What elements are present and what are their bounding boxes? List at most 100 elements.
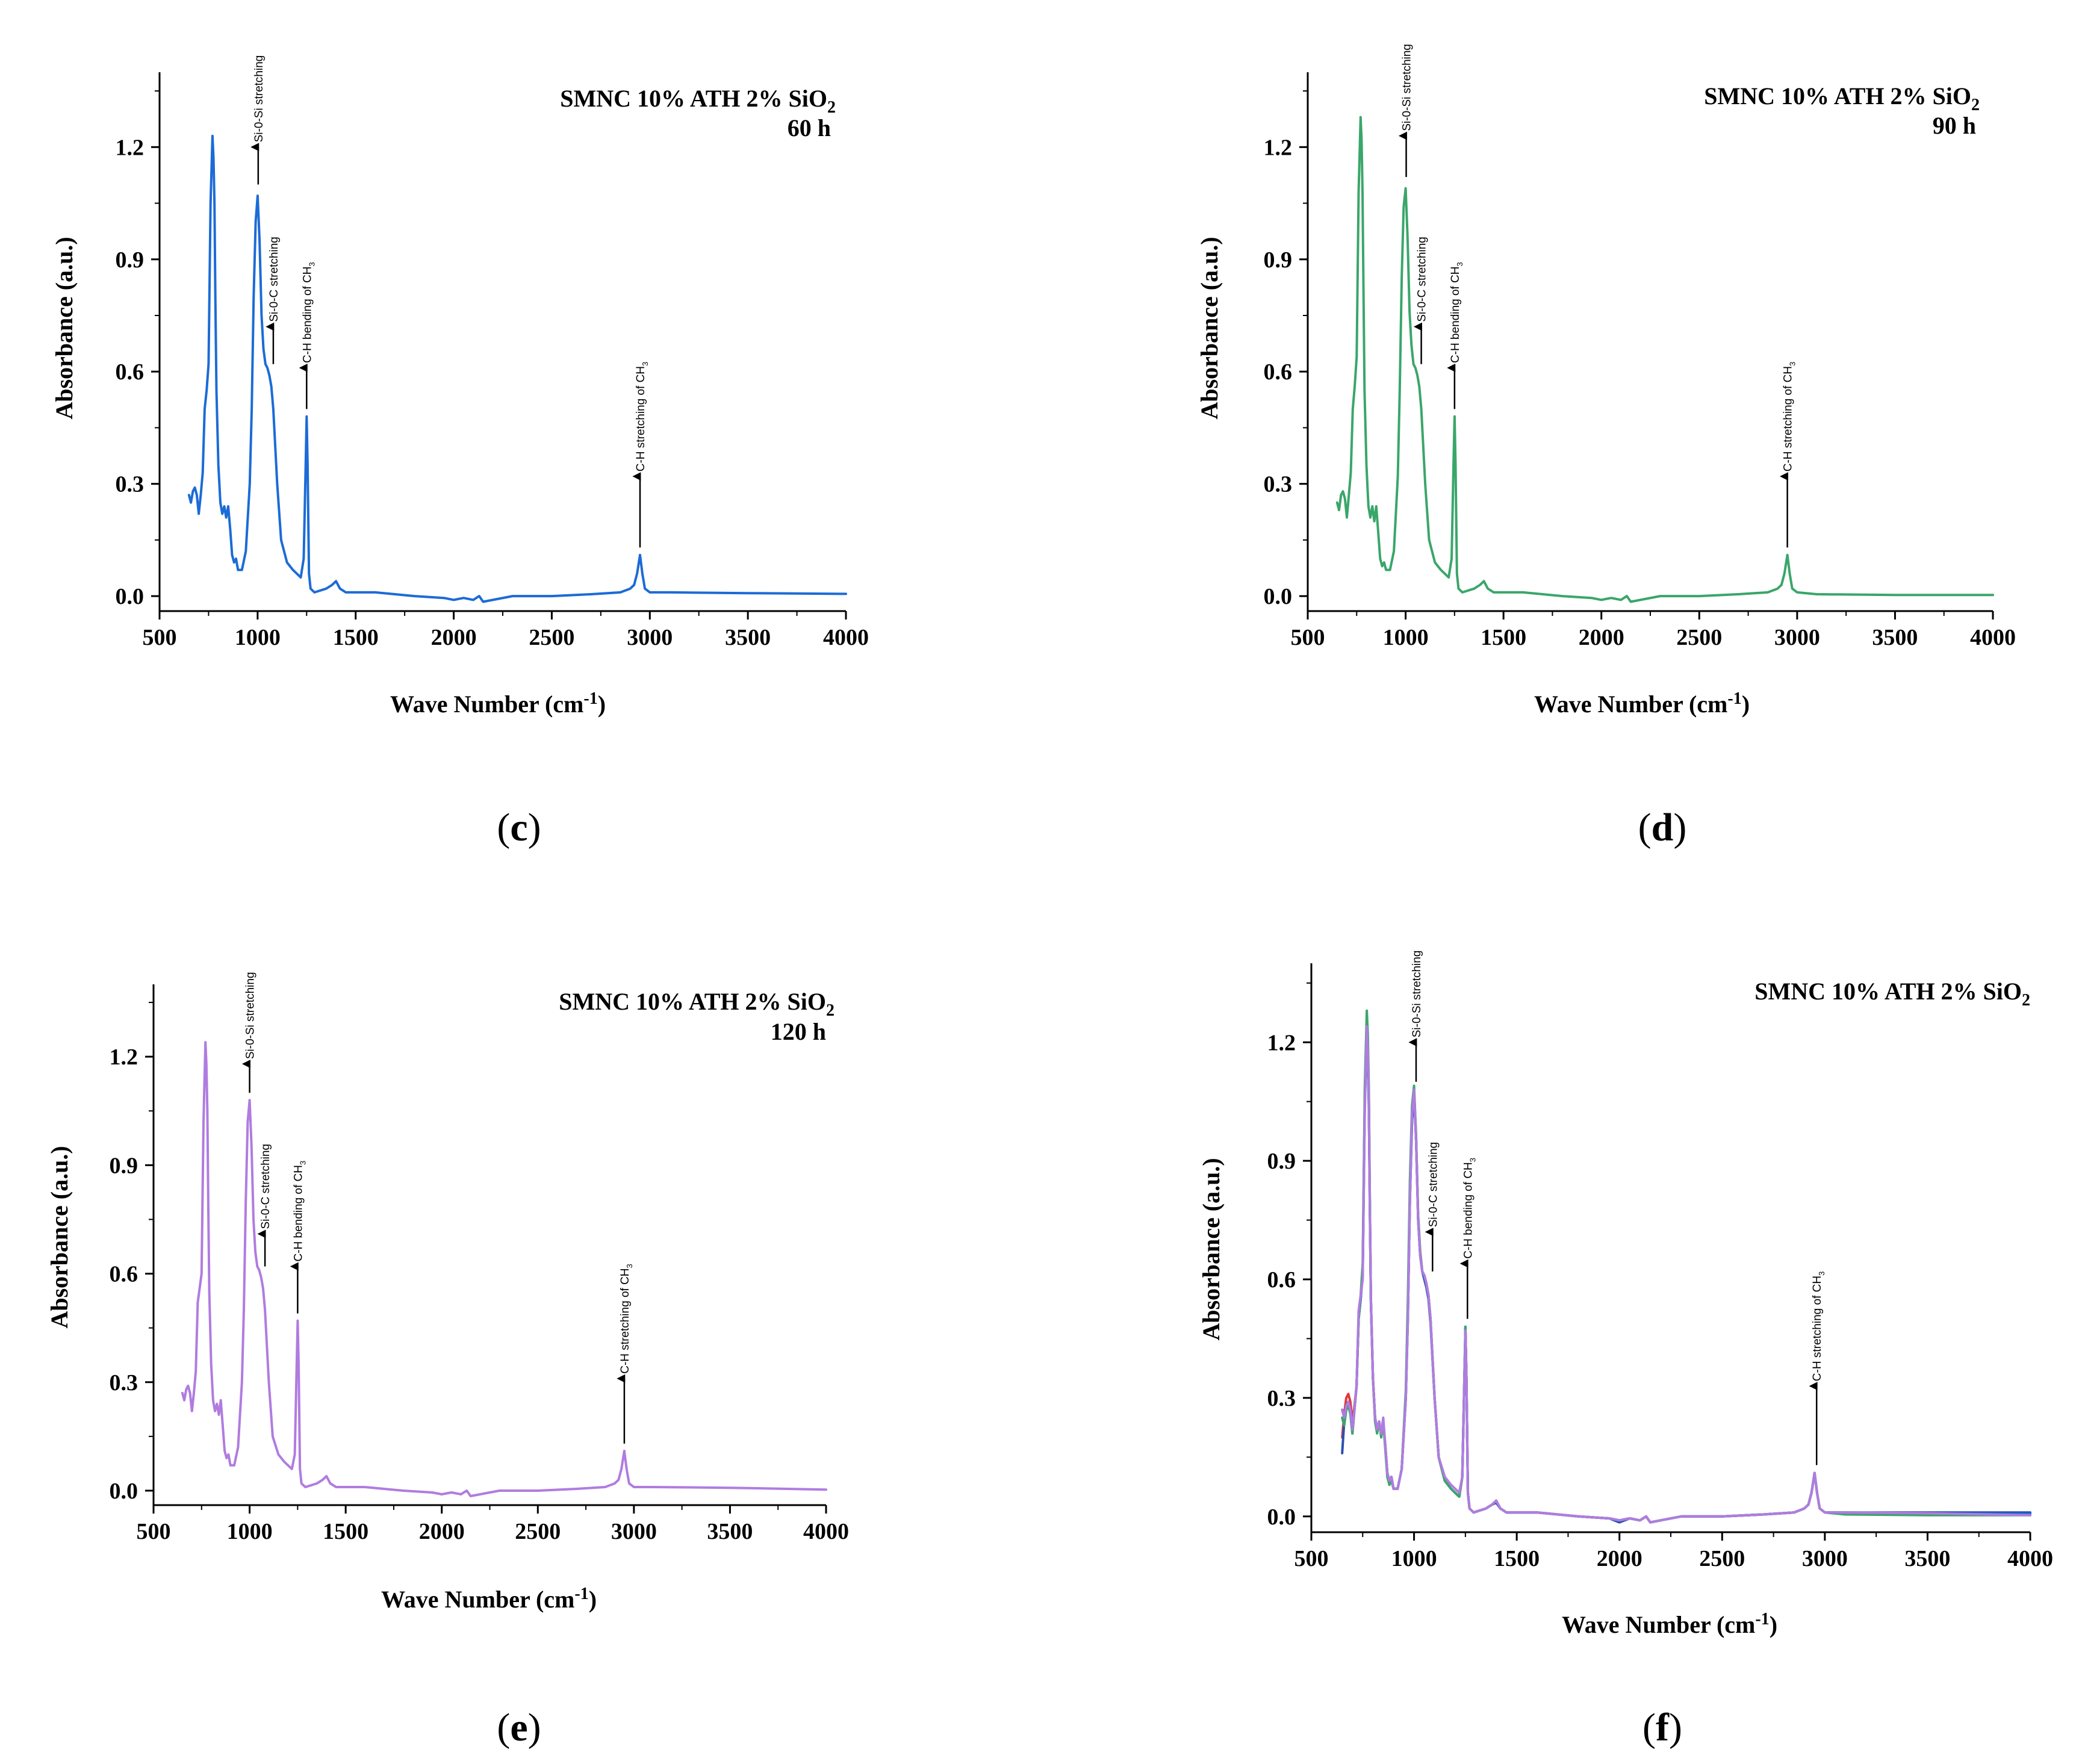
x-tick-label: 500	[1291, 625, 1325, 650]
x-tick-label: 3500	[725, 625, 771, 650]
annotation-label: C-H bending of CH3	[301, 262, 316, 363]
x-tick-label: 4000	[823, 625, 869, 650]
series-line-60-h	[1341, 1029, 2031, 1524]
legend-title: SMNC 10% ATH 2% SiO2	[1754, 978, 2030, 1010]
annotation-label: C-H stretching of CH3	[635, 362, 650, 472]
axes-layer: 500 1000 1500 2000 2500 3000 3500 4000 0.0 0.3 0.6…	[1264, 72, 2016, 650]
series-line-120-h	[1341, 1025, 2031, 1524]
annotation-label: C-H stretching of CH3	[619, 1264, 634, 1374]
series-line-30-h	[1341, 1037, 2031, 1524]
series-layer	[187, 134, 847, 603]
axes-layer: 500 1000 1500 2000 2500 3000 3500 4000 0.0 0.3 0.6…	[110, 984, 849, 1544]
series-line-90-h	[1341, 1009, 2031, 1524]
y-tick-label: 0.3	[116, 472, 145, 497]
y-tick-label: 0.3	[1264, 472, 1293, 497]
time-label: 90 h	[1933, 112, 1976, 139]
y-tick-label: 0.9	[116, 247, 145, 273]
x-tick-label: 4000	[2007, 1546, 2053, 1571]
x-tick-label: 2000	[419, 1519, 465, 1544]
annotation-layer: Si-0-Si stretching Si-0-C stretching C-H b…	[1398, 44, 1797, 548]
y-tick-label: 0.9	[110, 1153, 138, 1178]
annotation-label: C-H bending of CH3	[1462, 1158, 1477, 1259]
annotation-label: C-H bending of CH3	[1449, 262, 1464, 363]
x-tick-label: 1500	[323, 1519, 368, 1544]
x-tick-label: 1500	[333, 625, 379, 650]
series-line-120-h	[181, 1041, 827, 1497]
x-axis-title: Wave Number (cm-1)	[390, 689, 606, 718]
series-layer	[1335, 116, 1994, 603]
panel-f: 500 1000 1500 2000 2500 3000 3500 4000 0.0 0.3 0.6…	[1198, 951, 2053, 1638]
annotation-label: C-H stretching of CH3	[1811, 1272, 1826, 1382]
legend-title: SMNC 10% ATH 2% SiO2	[559, 988, 834, 1020]
annotation-label: Si-0-Si stretching	[244, 972, 257, 1059]
legend-title: SMNC 10% ATH 2% SiO2	[560, 85, 836, 117]
annotation-layer: Si-0-Si stretching Si-0-C stretching C-H b…	[1408, 951, 1826, 1465]
x-tick-label: 1500	[1494, 1546, 1540, 1571]
x-axis-title: Wave Number (cm-1)	[381, 1585, 597, 1613]
y-tick-label: 0.0	[1264, 584, 1293, 609]
axes-layer: 500 1000 1500 2000 2500 3000 3500 4000 0.0 0.3 0.6…	[116, 72, 869, 650]
y-axis-title: Absorbance (a.u.)	[1196, 237, 1223, 419]
annotation-label: Si-0-C stretching	[260, 1144, 272, 1229]
series-line-90-h	[1335, 116, 1994, 603]
y-tick-label: 0.6	[116, 359, 145, 385]
x-tick-label: 2500	[1699, 1546, 1745, 1571]
x-tick-label: 2500	[529, 625, 574, 650]
x-tick-label: 3000	[1802, 1546, 1848, 1571]
x-tick-label: 1000	[227, 1519, 273, 1544]
annotation-label: C-H stretching of CH3	[1782, 362, 1797, 472]
x-axis-title: Wave Number (cm-1)	[1534, 689, 1750, 718]
annotation-label: Si-0-Si stretching	[253, 55, 266, 143]
annotation-label: Si-0-C stretching	[1427, 1142, 1440, 1228]
x-tick-label: 1000	[235, 625, 281, 650]
panel-c: 500 1000 1500 2000 2500 3000 3500 4000 0.0 0.3 0.6…	[51, 55, 869, 718]
x-tick-label: 2500	[515, 1519, 561, 1544]
y-axis-title: Absorbance (a.u.)	[51, 237, 78, 419]
panel-label-e: (e)	[497, 1706, 541, 1750]
time-label: 60 h	[788, 114, 831, 141]
y-tick-label: 0.6	[1264, 359, 1293, 385]
y-tick-label: 0.3	[1267, 1386, 1296, 1411]
x-tick-label: 500	[1294, 1546, 1329, 1571]
x-axis-title: Wave Number (cm-1)	[1562, 1610, 1777, 1638]
x-tick-label: 4000	[1970, 625, 2016, 650]
panel-label-c: (c)	[497, 806, 541, 849]
y-tick-label: 0.0	[1267, 1505, 1296, 1530]
series-line-0-h	[1341, 1021, 2031, 1524]
x-tick-label: 500	[143, 625, 177, 650]
y-axis-title: Absorbance (a.u.)	[1198, 1158, 1225, 1340]
x-tick-label: 2000	[1579, 625, 1624, 650]
annotation-label: Si-0-Si stretching	[1411, 951, 1423, 1038]
x-tick-label: 1000	[1391, 1546, 1437, 1571]
axes-layer: 500 1000 1500 2000 2500 3000 3500 4000 0.0 0.3 0.6…	[1267, 963, 2053, 1571]
x-tick-label: 2000	[1597, 1546, 1642, 1571]
y-tick-label: 0.6	[110, 1262, 138, 1287]
y-tick-label: 1.2	[110, 1045, 138, 1070]
y-tick-label: 0.9	[1267, 1149, 1296, 1174]
panel-label-d: (d)	[1638, 806, 1687, 849]
y-tick-label: 0.3	[110, 1370, 138, 1396]
legend-title: SMNC 10% ATH 2% SiO2	[1704, 82, 1980, 114]
x-tick-label: 1500	[1481, 625, 1526, 650]
x-tick-label: 3500	[1872, 625, 1918, 650]
annotation-label: Si-0-C stretching	[268, 237, 281, 322]
annotation-label: Si-0-Si stretching	[1401, 44, 1414, 131]
y-tick-label: 0.9	[1264, 247, 1293, 273]
y-tick-label: 0.0	[110, 1479, 138, 1504]
annotation-label: C-H bending of CH3	[292, 1161, 307, 1262]
x-tick-label: 3000	[1774, 625, 1820, 650]
x-tick-label: 1000	[1383, 625, 1429, 650]
annotation-layer: Si-0-Si stretching Si-0-C stretching C-H b…	[250, 55, 650, 548]
series-layer	[181, 1041, 827, 1497]
x-tick-label: 3000	[627, 625, 673, 650]
y-tick-label: 1.2	[1267, 1030, 1296, 1055]
panel-d: 500 1000 1500 2000 2500 3000 3500 4000 0.0 0.3 0.6…	[1196, 44, 2016, 718]
x-tick-label: 500	[137, 1519, 171, 1544]
time-label: 120 h	[771, 1018, 826, 1045]
panel-label-f: (f)	[1642, 1706, 1682, 1750]
y-tick-label: 1.2	[1264, 135, 1293, 160]
x-tick-label: 2000	[431, 625, 477, 650]
y-tick-label: 1.2	[116, 135, 145, 160]
x-tick-label: 3500	[1904, 1546, 1950, 1571]
y-axis-title: Absorbance (a.u.)	[46, 1146, 73, 1328]
